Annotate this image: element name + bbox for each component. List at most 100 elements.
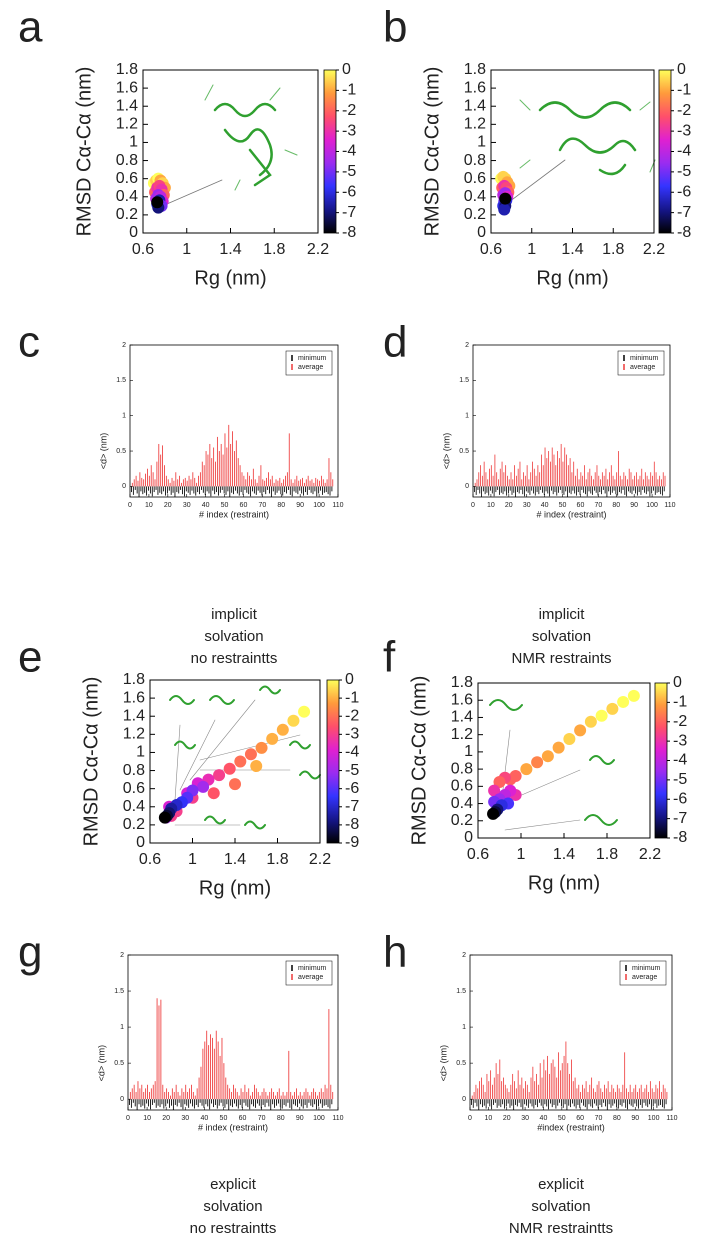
bar [620,486,622,494]
x-axis-label: Rg (nm) [528,872,600,894]
x-tick-label: 60 [239,1115,247,1122]
bar [188,475,190,487]
bar [130,1099,132,1108]
y-tick-label: 1 [129,134,138,151]
bar [485,1099,487,1109]
bar [555,465,557,487]
bar [483,1099,485,1106]
bar [609,472,610,487]
bar [579,486,581,495]
bar [266,477,267,487]
y-tick-label: 0 [129,224,138,241]
bar [498,479,499,487]
bar [596,465,598,487]
bar [302,477,303,487]
bar [278,486,280,491]
y-tick-label: 0 [477,224,486,241]
bar [202,1048,204,1100]
bar [515,1088,517,1100]
density-point [234,755,247,768]
bar [610,465,612,487]
bar [232,431,233,487]
bar [613,1088,615,1100]
bar [545,486,547,492]
x-tick-label: 30 [181,1115,189,1122]
bar [268,1099,270,1107]
bar [530,1077,532,1100]
bar [294,1091,295,1100]
colorbar-tick-label: -1 [677,82,691,99]
bar [571,472,573,487]
bar [648,1091,649,1100]
legend-label: minimum [630,355,659,362]
caption-line: no restraintts [190,1220,277,1237]
bar [239,465,241,487]
density-point [493,776,506,789]
bar [297,1099,298,1108]
density-point [488,784,501,797]
bar [152,472,154,487]
bar [256,1099,258,1104]
bar [192,1099,193,1107]
bar [292,1095,294,1100]
bar [191,1084,192,1100]
bar [515,1099,516,1105]
bar [290,1091,292,1100]
density-point [520,763,533,776]
plot-frame [129,344,339,498]
bar [663,1099,665,1109]
bar [133,1084,135,1100]
bar [252,1091,253,1100]
density-point [606,702,619,715]
y-axis-label: RMSD Cα-Cα (nm) [80,677,102,847]
bar [657,479,659,487]
bar [531,1099,533,1107]
bar [215,461,216,487]
y-tick-label: 1.6 [451,691,473,708]
bar [546,1099,548,1107]
bar [253,486,255,494]
x-tick-label: 100 [313,502,325,509]
bar [218,1099,220,1106]
bar [195,1099,197,1105]
bar [245,479,247,487]
bar [133,479,135,487]
bar [165,486,166,496]
x-tick-label: 100 [313,1115,325,1122]
bar [572,1099,573,1104]
y-tick-label: 0.6 [116,170,138,187]
bar [233,1084,234,1100]
bar [546,458,548,487]
bar [592,479,594,487]
bar [242,486,244,495]
bar [580,472,582,487]
bar [320,475,322,487]
bar [273,482,275,487]
bar [554,486,556,493]
bar [256,482,258,487]
bar [529,1099,531,1104]
bar [154,1081,156,1100]
bar [609,1091,611,1100]
bar [484,1091,486,1100]
bar [161,486,163,495]
bar [547,1055,548,1100]
y-tick-label: 0.6 [123,780,145,797]
bar [476,479,478,487]
bar [571,1059,572,1100]
bar [293,1099,295,1105]
colorbar-tick-label: -6 [673,790,687,807]
bar [255,1088,257,1100]
x-tick-label: 80 [613,1115,621,1122]
bar [660,1091,662,1100]
x-tick-label: 30 [521,1115,529,1122]
bar [259,1095,261,1100]
panel-label: e [18,633,42,682]
bar [501,1081,503,1100]
caption-line: implicit [211,606,258,623]
bar [474,1099,476,1103]
bar [141,1084,143,1100]
panel-label: d [383,318,407,367]
bar [602,1091,604,1100]
bar [615,486,617,495]
